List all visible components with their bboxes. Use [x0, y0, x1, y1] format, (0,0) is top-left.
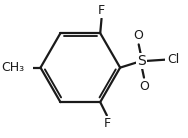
Text: O: O — [134, 29, 144, 42]
Text: Cl: Cl — [167, 53, 180, 66]
Text: CH₃: CH₃ — [2, 61, 25, 74]
Text: S: S — [137, 54, 146, 68]
Text: F: F — [103, 117, 110, 130]
Text: F: F — [98, 4, 105, 17]
Text: O: O — [139, 80, 149, 93]
